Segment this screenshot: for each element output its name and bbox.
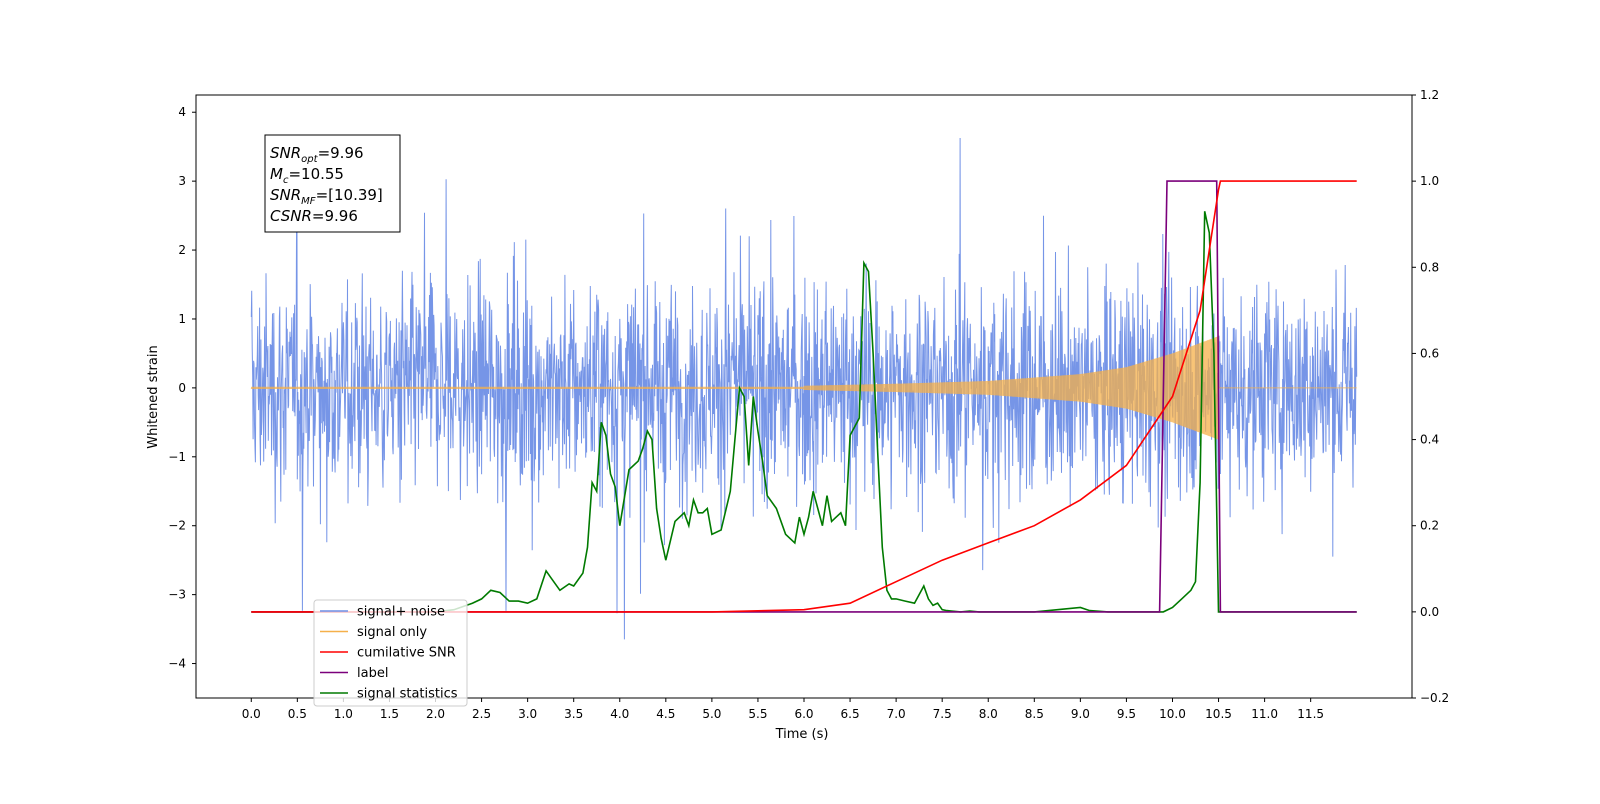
x-tick-label: 0.0 <box>242 707 261 721</box>
x-tick-label: 11.0 <box>1251 707 1278 721</box>
legend-label: signal statistics <box>357 687 458 702</box>
info-box-row: SNRopt=9.96 <box>270 144 364 165</box>
y2-tick-label: 1.2 <box>1420 88 1439 102</box>
x-tick-label: 9.0 <box>1071 707 1090 721</box>
info-box: SNRopt=9.96Mc=10.55SNRMF=[10.39]CSNR=9.9… <box>264 134 401 233</box>
info-box-row: CSNR=9.96 <box>270 207 358 225</box>
y-tick-label: 0 <box>178 381 186 395</box>
x-tick-label: 0.5 <box>288 707 307 721</box>
y2-tick-label: 0.4 <box>1420 433 1439 447</box>
y-tick-label: 2 <box>178 243 186 257</box>
x-tick-label: 1.5 <box>380 707 399 721</box>
legend-frame <box>313 599 468 707</box>
x-tick-label: 11.5 <box>1297 707 1324 721</box>
y2-tick-label: 0.2 <box>1420 519 1439 533</box>
y-axis-right: 1.2 1.0 0.8 0.6 0.4 0.2 0.0 −0.2 <box>1412 88 1449 705</box>
x-tick-label: 8.0 <box>979 707 998 721</box>
y2-tick-label: −0.2 <box>1420 691 1449 705</box>
legend-label: signal only <box>357 625 427 640</box>
x-tick-label: 4.5 <box>656 707 675 721</box>
y2-tick-label: 0.6 <box>1420 346 1439 360</box>
x-tick-label: 4.0 <box>610 707 629 721</box>
y-tick-label: −3 <box>168 588 186 602</box>
x-tick-label: 2.0 <box>426 707 445 721</box>
legend: signal+ noise signal only cumilative SNR la… <box>313 599 468 707</box>
x-tick-label: 8.5 <box>1025 707 1044 721</box>
y2-tick-label: 0.8 <box>1420 260 1439 274</box>
info-box-row: Mc=10.55 <box>270 165 344 186</box>
x-tick-label: 7.0 <box>887 707 906 721</box>
x-tick-label: 10.0 <box>1159 707 1186 721</box>
series-signal-only-line <box>250 336 1357 440</box>
x-tick-label: 3.0 <box>518 707 537 721</box>
series-layer <box>250 137 1358 640</box>
y-axis-label: Whitened strain <box>146 345 161 448</box>
info-box-frame <box>264 134 401 233</box>
x-tick-label: 6.5 <box>841 707 860 721</box>
x-tick-label: 10.5 <box>1205 707 1232 721</box>
x-axis-label: Time (s) <box>775 727 829 742</box>
x-tick-label: 6.0 <box>794 707 813 721</box>
x-tick-label: 7.5 <box>933 707 952 721</box>
x-tick-label: 9.5 <box>1117 707 1136 721</box>
x-tick-label: 2.5 <box>472 707 491 721</box>
y-tick-label: −1 <box>168 450 186 464</box>
y-tick-label: −4 <box>168 657 186 671</box>
legend-label: signal+ noise <box>357 605 445 620</box>
x-tick-label: 1.0 <box>334 707 353 721</box>
y-tick-label: −2 <box>168 519 186 533</box>
x-axis: 0.0 0.5 1.0 1.5 2.0 2.5 3.0 3.5 4.0 4.5 5.0 5.5 6.0 6… <box>242 698 1324 721</box>
y-tick-label: 1 <box>178 312 186 326</box>
y-tick-label: 3 <box>178 174 186 188</box>
y2-tick-label: 1.0 <box>1420 174 1439 188</box>
legend-label: label <box>357 666 388 681</box>
series-cumulative-snr-line <box>251 180 1357 613</box>
y-axis-left: 4 3 2 1 0 −1 −2 −3 −4 <box>168 105 196 671</box>
x-tick-label: 3.5 <box>564 707 583 721</box>
series-label-line <box>251 180 1357 613</box>
info-box-row: SNRMF=[10.39] <box>270 186 383 207</box>
y2-tick-label: 0.0 <box>1420 605 1439 619</box>
x-tick-label: 5.0 <box>702 707 721 721</box>
legend-label: cumilative SNR <box>357 646 456 661</box>
y-tick-label: 4 <box>178 105 186 119</box>
x-tick-label: 5.5 <box>748 707 767 721</box>
